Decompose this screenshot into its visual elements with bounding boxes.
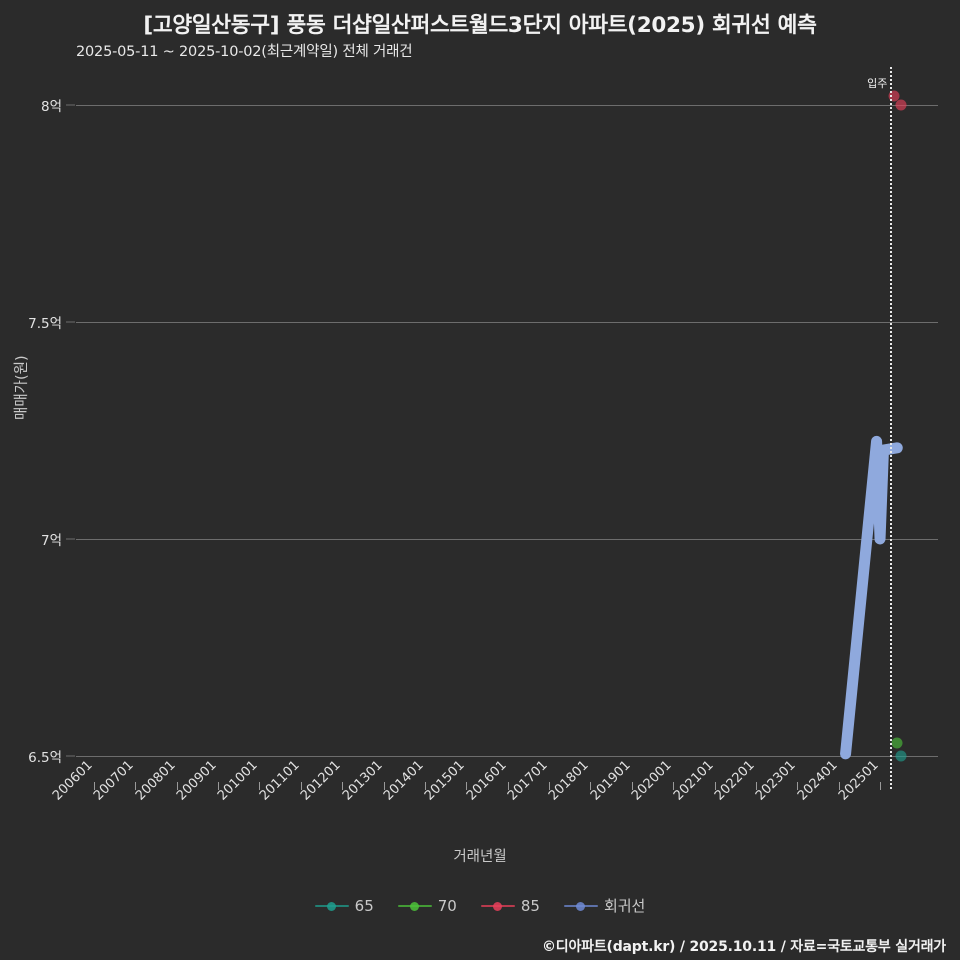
- gridline-7억: [76, 539, 938, 540]
- legend-swatch-icon: [314, 900, 349, 912]
- x-tick-mark: [714, 782, 716, 790]
- gridline-6.5억: [76, 756, 938, 757]
- x-tick-mark: [755, 782, 757, 790]
- legend-item-회귀선[interactable]: 회귀선: [563, 895, 646, 916]
- y-tick-label: 8억: [40, 99, 62, 115]
- chart-title: [고양일산동구] 풍동 더샵일산퍼스트월드3단지 아파트(2025) 회귀선 예…: [143, 13, 817, 38]
- y-tick-mark: [66, 538, 75, 540]
- data-point-70: [891, 737, 903, 749]
- x-tick-mark: [259, 782, 261, 790]
- gridline-8억: [76, 105, 938, 106]
- x-tick-mark: [135, 782, 137, 790]
- legend-item-70[interactable]: 70: [397, 896, 457, 915]
- 입주-line: [890, 67, 893, 789]
- x-tick-mark: [838, 782, 840, 790]
- legend-label: 회귀선: [603, 897, 646, 915]
- y-axis-label: 매매가(원): [10, 355, 75, 441]
- data-point-85: [888, 90, 900, 102]
- x-tick-mark: [383, 782, 385, 790]
- x-tick-mark: [94, 782, 95, 790]
- x-tick-mark: [590, 782, 592, 790]
- x-tick-mark: [342, 782, 344, 790]
- y-tick-label: 7억: [40, 533, 62, 549]
- legend-label: 70: [437, 896, 457, 915]
- legend-item-65[interactable]: 65: [314, 896, 374, 915]
- gridline-7.5억: [76, 322, 938, 323]
- y-tick-label: 7.5억: [28, 316, 62, 332]
- x-tick-mark: [880, 782, 882, 790]
- x-tick-mark: [176, 782, 178, 790]
- x-tick-mark: [631, 782, 633, 790]
- regression-polyline: [840, 435, 903, 760]
- x-tick-mark: [300, 782, 302, 790]
- legend-swatch-icon: [480, 900, 515, 912]
- chart-subtitle: 2025-05-11 ~ 2025-10-02(최근계약일) 전체 거래건: [76, 44, 413, 60]
- x-tick-mark: [673, 782, 675, 790]
- legend-label: 65: [354, 896, 374, 915]
- legend-item-85[interactable]: 85: [480, 896, 540, 915]
- y-tick-mark: [66, 104, 75, 106]
- x-axis-label: 거래년월: [453, 849, 507, 865]
- legend-label: 85: [520, 896, 540, 915]
- data-point-65: [895, 750, 907, 762]
- annotation-label-입주: 입주: [867, 77, 888, 91]
- x-tick-mark: [424, 782, 426, 790]
- x-tick-mark: [549, 782, 551, 790]
- y-tick-mark: [66, 755, 75, 757]
- y-tick-mark: [66, 321, 75, 323]
- y-axis-label-text: 매매가(원): [14, 355, 30, 420]
- chart-footer: ©디아파트(dapt.kr) / 2025.10.11 / 자료=국토교통부 실…: [541, 939, 946, 955]
- y-tick-label: 6.5억: [28, 750, 62, 766]
- legend-swatch-icon: [563, 900, 598, 912]
- x-tick-mark: [466, 782, 468, 790]
- x-tick-mark: [218, 782, 220, 790]
- x-tick-mark: [797, 782, 799, 790]
- regression-line: [840, 435, 903, 760]
- plot-area: 입주: [76, 67, 938, 789]
- data-point-85: [895, 99, 907, 111]
- chart-legend: 65 70 85 회귀선: [0, 895, 960, 916]
- x-tick-mark: [507, 782, 509, 790]
- legend-swatch-icon: [397, 900, 432, 912]
